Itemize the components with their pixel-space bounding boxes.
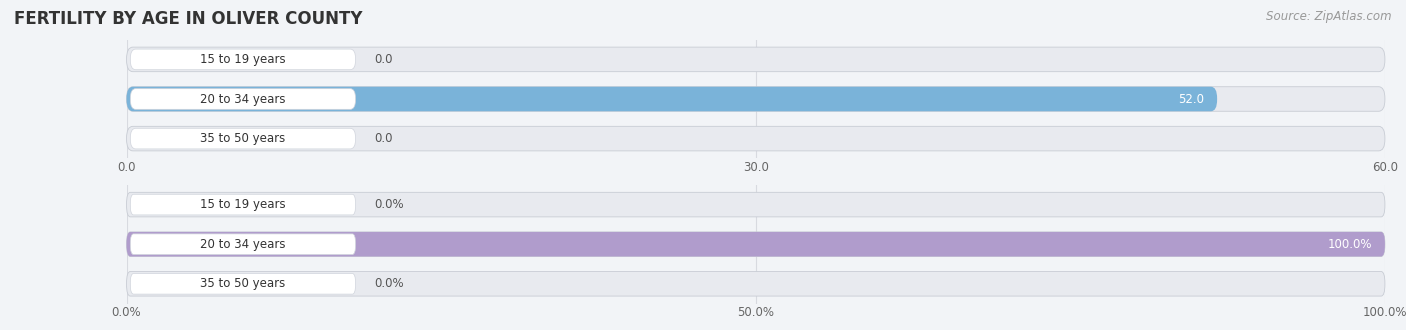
Text: 0.0: 0.0 — [374, 53, 392, 66]
Text: 15 to 19 years: 15 to 19 years — [200, 53, 285, 66]
FancyBboxPatch shape — [127, 232, 1385, 256]
FancyBboxPatch shape — [127, 47, 1385, 72]
FancyBboxPatch shape — [127, 126, 1385, 151]
FancyBboxPatch shape — [127, 87, 1218, 111]
Text: 20 to 34 years: 20 to 34 years — [200, 92, 285, 106]
FancyBboxPatch shape — [131, 49, 356, 70]
FancyBboxPatch shape — [131, 128, 356, 149]
Text: 52.0: 52.0 — [1178, 92, 1205, 106]
FancyBboxPatch shape — [127, 192, 1385, 217]
Text: 15 to 19 years: 15 to 19 years — [200, 198, 285, 211]
Text: FERTILITY BY AGE IN OLIVER COUNTY: FERTILITY BY AGE IN OLIVER COUNTY — [14, 10, 363, 28]
FancyBboxPatch shape — [131, 194, 356, 215]
FancyBboxPatch shape — [131, 234, 356, 254]
FancyBboxPatch shape — [127, 87, 1385, 111]
Text: 0.0: 0.0 — [374, 132, 392, 145]
Text: 35 to 50 years: 35 to 50 years — [200, 277, 285, 290]
FancyBboxPatch shape — [127, 232, 1385, 256]
FancyBboxPatch shape — [127, 272, 1385, 296]
Text: 20 to 34 years: 20 to 34 years — [200, 238, 285, 251]
Text: 35 to 50 years: 35 to 50 years — [200, 132, 285, 145]
Text: 0.0%: 0.0% — [374, 277, 404, 290]
Text: 0.0%: 0.0% — [374, 198, 404, 211]
FancyBboxPatch shape — [131, 89, 356, 109]
FancyBboxPatch shape — [131, 274, 356, 294]
Text: Source: ZipAtlas.com: Source: ZipAtlas.com — [1267, 10, 1392, 23]
Text: 100.0%: 100.0% — [1327, 238, 1372, 251]
